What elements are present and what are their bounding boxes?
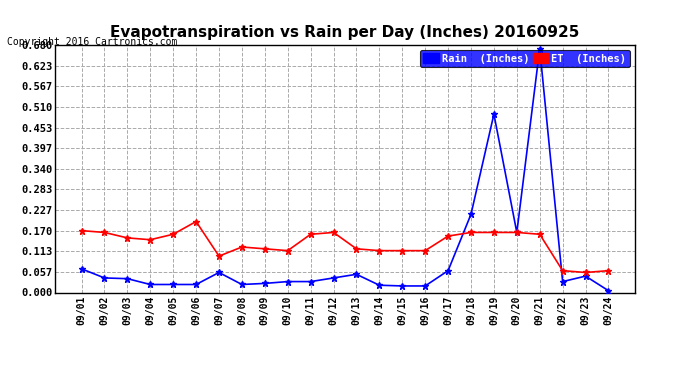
- Legend: Rain  (Inches), ET  (Inches): Rain (Inches), ET (Inches): [420, 50, 629, 67]
- Text: Copyright 2016 Cartronics.com: Copyright 2016 Cartronics.com: [7, 37, 177, 47]
- Title: Evapotranspiration vs Rain per Day (Inches) 20160925: Evapotranspiration vs Rain per Day (Inch…: [110, 25, 580, 40]
